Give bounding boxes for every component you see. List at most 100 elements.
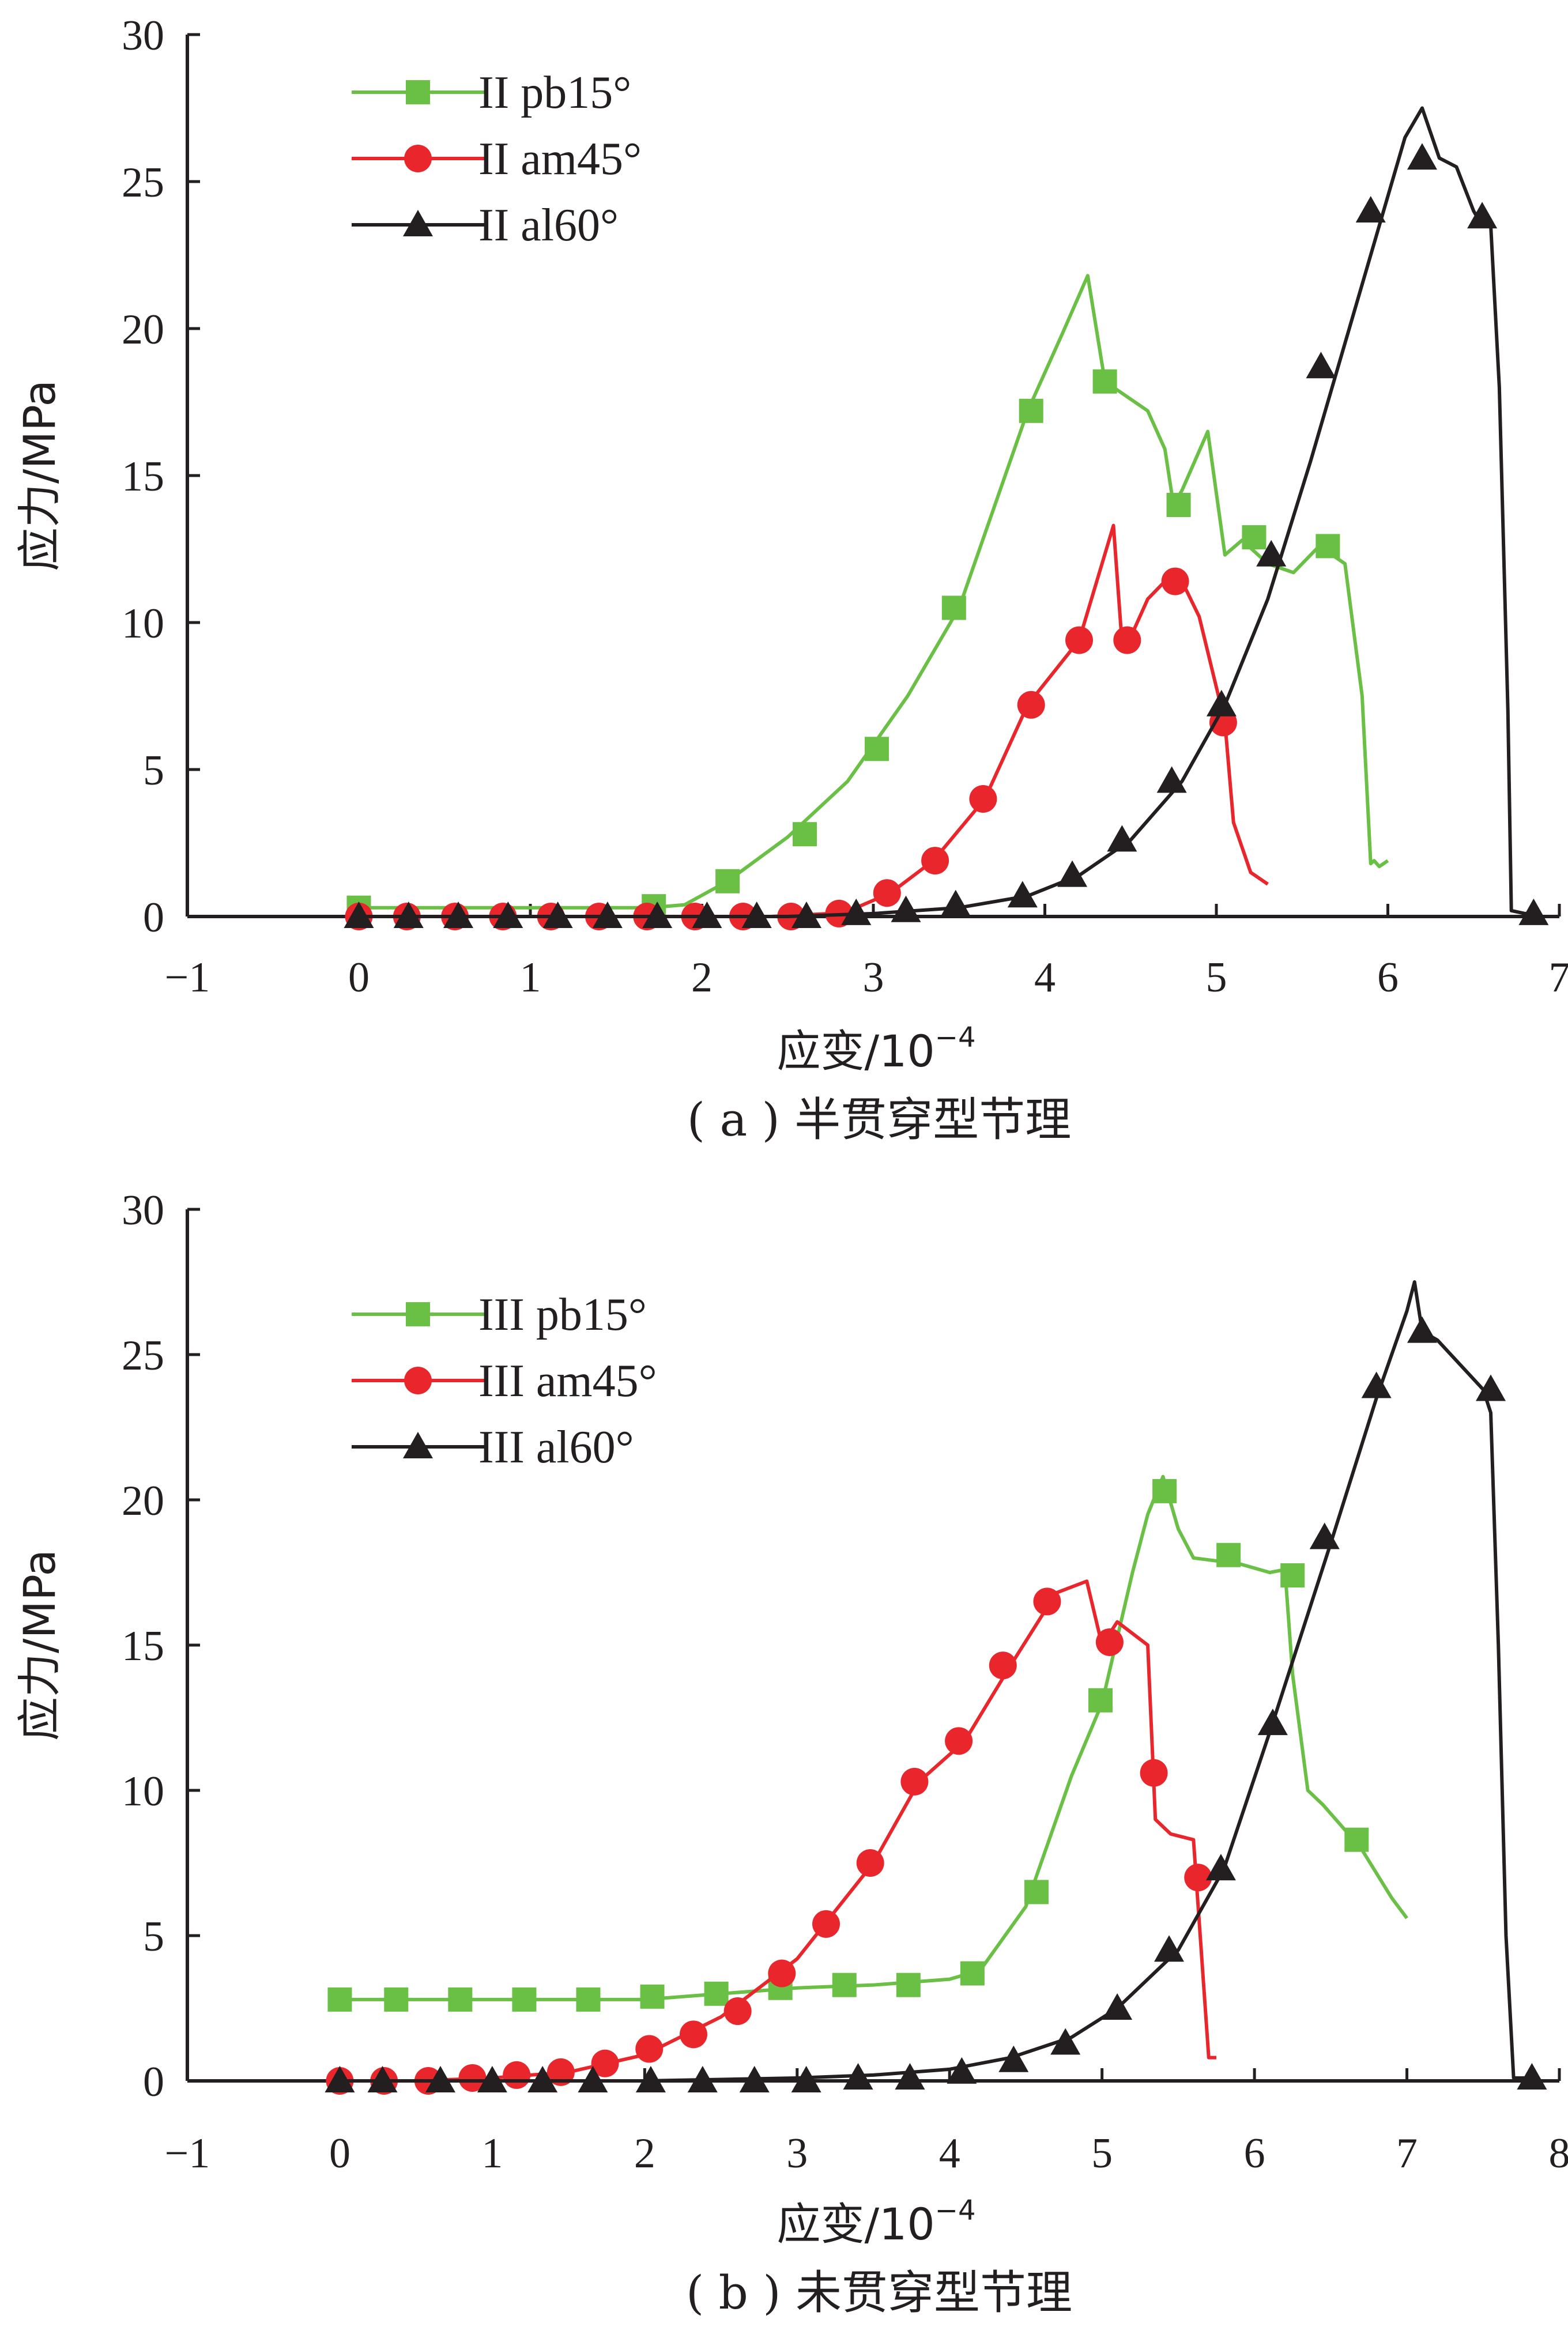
y-tick-label: 25 bbox=[122, 159, 164, 206]
data-point bbox=[1161, 567, 1189, 595]
series-triangle bbox=[344, 106, 1549, 928]
data-point bbox=[741, 902, 772, 928]
x-tick-label: 5 bbox=[1206, 954, 1227, 1001]
legend-entry: III al60° bbox=[352, 1422, 634, 1473]
x-tick-label: 1 bbox=[481, 2130, 503, 2177]
x-tick-label: 2 bbox=[691, 954, 713, 1001]
x-tick-label: 4 bbox=[1034, 954, 1056, 1001]
data-point bbox=[812, 1910, 840, 1938]
data-point bbox=[1256, 540, 1287, 567]
legend-label: II am45° bbox=[478, 134, 642, 184]
data-point bbox=[542, 902, 573, 928]
x-tick-label: 3 bbox=[786, 2130, 808, 2177]
data-point bbox=[841, 898, 872, 925]
data-point bbox=[1257, 1709, 1288, 1736]
figure-caption: ( b ) 未贯穿型节理 bbox=[686, 2266, 1072, 2320]
x-axis-label: 应变/10−4 bbox=[777, 2194, 975, 2250]
data-point bbox=[864, 737, 889, 761]
legend-marker bbox=[406, 1302, 430, 1326]
series-square bbox=[327, 1474, 1408, 2012]
y-axis-label: 应力/MPa bbox=[14, 380, 65, 571]
data-point bbox=[527, 2066, 558, 2092]
data-point bbox=[1007, 881, 1038, 908]
data-point bbox=[1216, 1543, 1241, 1567]
data-point bbox=[941, 595, 966, 620]
x-tick-label: 1 bbox=[520, 954, 541, 1001]
series-circle bbox=[345, 523, 1269, 930]
data-point bbox=[635, 2066, 666, 2092]
data-point bbox=[1154, 1935, 1185, 1962]
data-point bbox=[1065, 626, 1093, 654]
data-point bbox=[1017, 691, 1045, 719]
x-tick-label: 2 bbox=[634, 2130, 655, 2177]
data-point bbox=[1518, 898, 1549, 925]
data-point bbox=[1242, 525, 1267, 550]
data-point bbox=[900, 1767, 929, 1796]
y-tick-label: 30 bbox=[122, 12, 164, 59]
data-point bbox=[1140, 1759, 1168, 1787]
data-point bbox=[384, 1987, 409, 2012]
data-point bbox=[1517, 2062, 1547, 2090]
data-point bbox=[458, 2064, 487, 2092]
data-point bbox=[1184, 1864, 1212, 1892]
y-tick-label: 15 bbox=[122, 1623, 164, 1670]
data-point bbox=[344, 902, 374, 928]
data-point bbox=[393, 902, 424, 928]
data-point bbox=[1113, 626, 1141, 654]
legend-label: II al60° bbox=[478, 200, 619, 251]
x-tick-label: 5 bbox=[1091, 2130, 1113, 2177]
x-tick-label: −1 bbox=[165, 954, 210, 1001]
data-point bbox=[947, 2057, 977, 2084]
y-tick-label: 0 bbox=[143, 894, 164, 941]
x-tick-label: 7 bbox=[1549, 954, 1568, 1001]
data-point bbox=[367, 2066, 398, 2092]
legend-label: III al60° bbox=[478, 1422, 634, 1473]
x-tick-label: 0 bbox=[348, 954, 370, 1001]
data-point bbox=[1355, 196, 1386, 222]
data-point bbox=[791, 902, 821, 928]
y-tick-label: 20 bbox=[122, 1477, 164, 1525]
data-point bbox=[856, 1849, 884, 1877]
x-axis-label: 应变/10−4 bbox=[777, 1021, 975, 1077]
series-line bbox=[359, 523, 1269, 918]
data-point bbox=[873, 879, 901, 907]
data-point bbox=[546, 2058, 575, 2086]
data-point bbox=[945, 1727, 973, 1755]
x-tick-label: 4 bbox=[939, 2130, 960, 2177]
data-point bbox=[704, 1981, 729, 2006]
data-point bbox=[989, 1651, 1017, 1680]
data-point bbox=[1316, 534, 1340, 559]
legend-entry: III am45° bbox=[352, 1356, 657, 1406]
series-line bbox=[340, 1474, 1408, 2001]
y-tick-label: 25 bbox=[122, 1332, 164, 1379]
data-point bbox=[1033, 1587, 1061, 1616]
data-point bbox=[1206, 689, 1237, 716]
x-tick-label: 6 bbox=[1244, 2130, 1265, 2177]
data-point bbox=[1102, 1993, 1133, 2020]
data-point bbox=[1306, 352, 1336, 379]
data-point bbox=[1107, 825, 1137, 852]
y-tick-label: 10 bbox=[122, 600, 164, 647]
data-point bbox=[591, 2049, 619, 2077]
data-point bbox=[1476, 1374, 1506, 1401]
data-point bbox=[791, 2066, 821, 2092]
data-point bbox=[512, 1987, 537, 2012]
data-point bbox=[960, 1961, 985, 1986]
legend-marker bbox=[404, 145, 432, 172]
legend-entry: II pb15° bbox=[352, 67, 631, 118]
data-point bbox=[503, 2061, 531, 2089]
data-point bbox=[895, 2062, 925, 2090]
y-tick-label: 5 bbox=[143, 747, 164, 794]
data-point bbox=[327, 1987, 352, 2012]
data-point bbox=[896, 1973, 921, 1997]
legend-entry: II al60° bbox=[352, 200, 619, 251]
series-triangle bbox=[325, 1280, 1547, 2092]
data-point bbox=[723, 1997, 752, 2026]
data-point bbox=[1050, 2028, 1081, 2055]
x-tick-label: −1 bbox=[165, 2130, 210, 2177]
y-tick-label: 10 bbox=[122, 1768, 164, 1815]
data-point bbox=[692, 902, 722, 928]
